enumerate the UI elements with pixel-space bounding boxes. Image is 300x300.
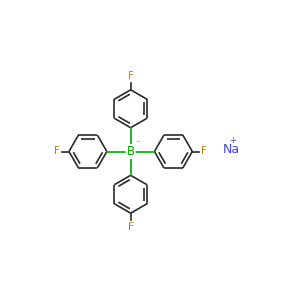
- Text: F: F: [128, 222, 134, 232]
- Text: F: F: [54, 146, 60, 157]
- Text: ⁻: ⁻: [135, 139, 140, 148]
- Text: F: F: [128, 71, 134, 81]
- Text: F: F: [201, 146, 207, 157]
- Text: B: B: [127, 145, 135, 158]
- Text: +: +: [229, 136, 236, 146]
- Text: Na: Na: [223, 143, 240, 156]
